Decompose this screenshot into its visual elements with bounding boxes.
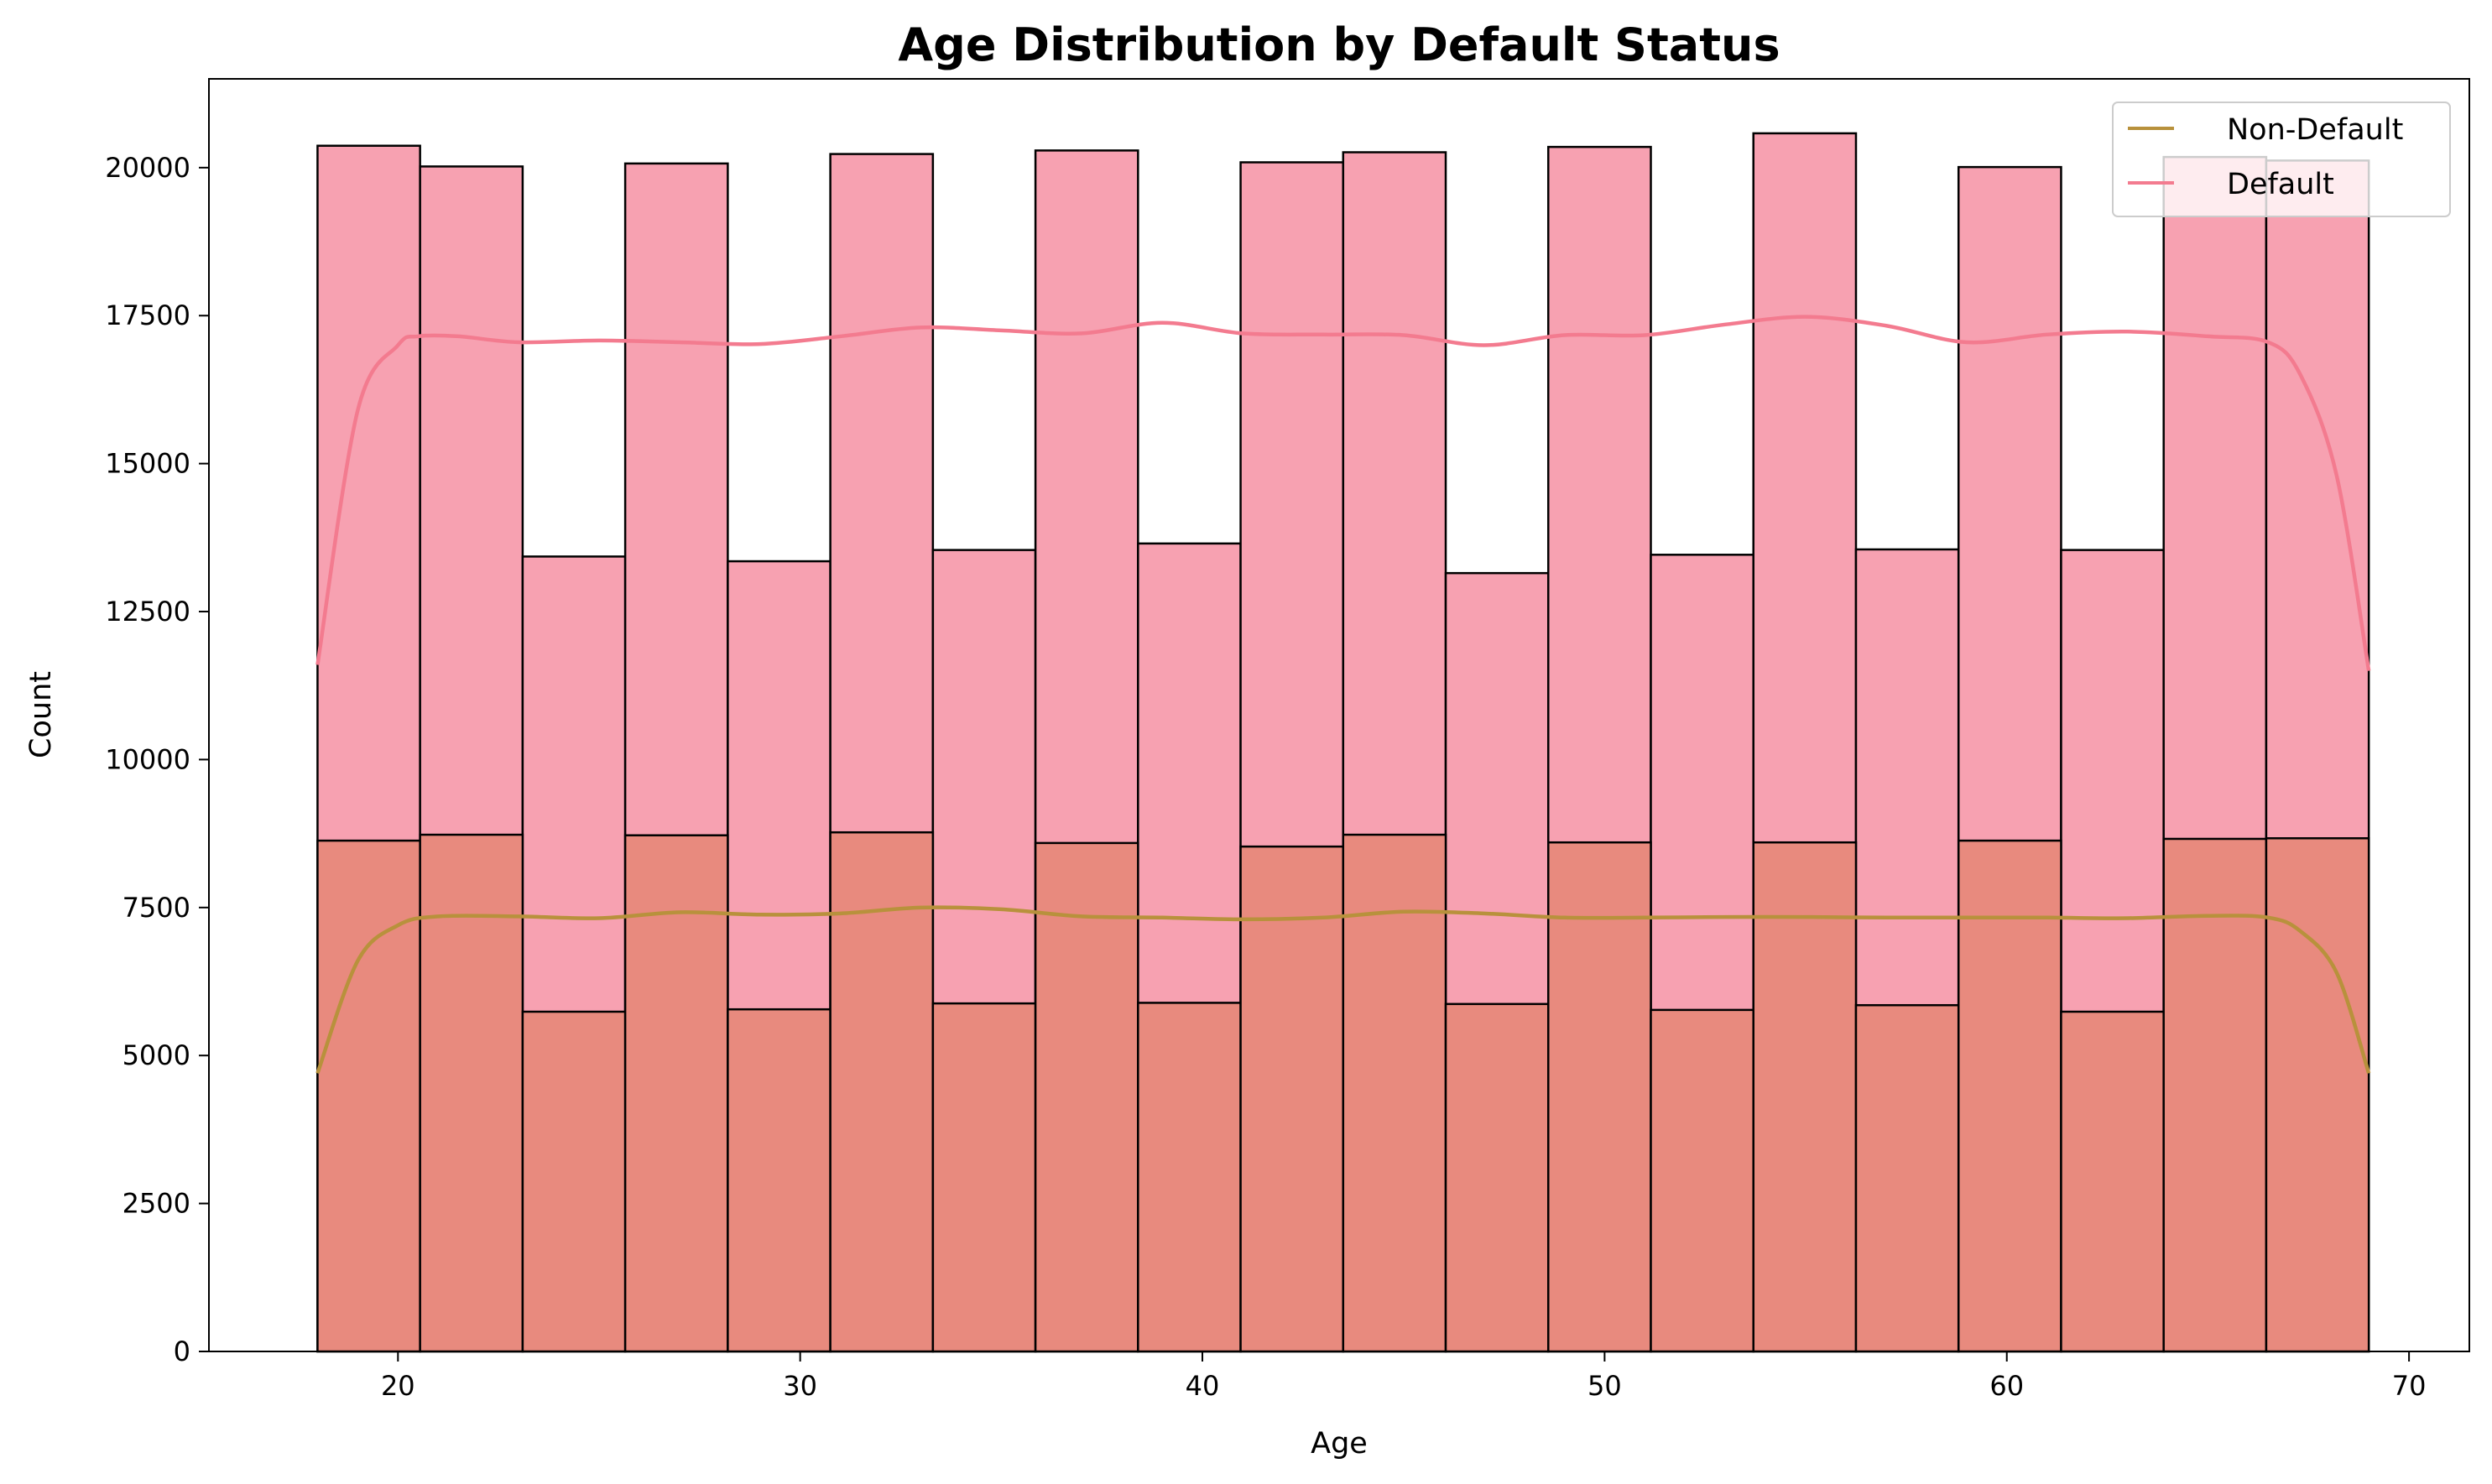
x-axis: 20 30 40 50 60 70: [381, 1351, 2427, 1402]
bar-non-default-11: [1444, 1002, 1550, 1353]
bar-non-default-1: [419, 833, 524, 1353]
x-tick-label: 60: [1989, 1370, 2024, 1402]
y-axis-label: Count: [24, 671, 58, 758]
x-tick-label: 20: [381, 1370, 415, 1402]
kde-line-non-default: [315, 905, 2371, 1075]
x-tick-label: 30: [783, 1370, 817, 1402]
bar-non-default-19: [2265, 837, 2370, 1353]
x-tick-label: 40: [1186, 1370, 1220, 1402]
bar-non-default-0: [316, 839, 421, 1353]
y-tick-label: 2500: [123, 1188, 190, 1220]
legend-label-default: Default: [2227, 168, 2334, 201]
bars-layer: [316, 132, 2370, 1353]
y-tick-label: 20000: [105, 152, 190, 184]
kde-line-default: [315, 315, 2371, 671]
x-tick-label: 70: [2392, 1370, 2427, 1402]
bar-non-default-10: [1342, 833, 1447, 1353]
y-tick-label: 10000: [105, 743, 190, 775]
y-tick-label: 17500: [105, 299, 190, 331]
bar-non-default-3: [623, 834, 729, 1353]
y-tick-label: 15000: [105, 448, 190, 480]
bar-non-default-13: [1650, 1008, 1754, 1353]
bar-non-default-18: [2162, 837, 2268, 1353]
kde-layer: [315, 315, 2371, 1075]
y-axis: 0 2500 5000 7500 10000 12500 15000 17500 20000: [105, 152, 209, 1367]
bar-non-default-7: [1034, 841, 1139, 1353]
bar-non-default-14: [1752, 841, 1858, 1353]
bar-non-default-2: [521, 1010, 627, 1353]
y-tick-label: 5000: [123, 1039, 190, 1071]
x-axis-label: Age: [1311, 1427, 1368, 1461]
bar-non-default-8: [1137, 1002, 1242, 1353]
y-tick-label: 7500: [123, 892, 190, 924]
bar-non-default-15: [1854, 1003, 1960, 1353]
y-tick-label: 0: [174, 1336, 190, 1367]
bar-non-default-9: [1239, 845, 1345, 1353]
bar-non-default-6: [931, 1002, 1037, 1353]
chart-title: Age Distribution by Default Status: [898, 18, 1780, 71]
legend-box: [2112, 102, 2451, 217]
legend-label-non-default: Non-Default: [2227, 113, 2403, 147]
bar-non-default-17: [2060, 1010, 2165, 1353]
legend: Non-Default Default: [2112, 102, 2451, 217]
plot-frame: [208, 78, 2470, 1352]
bar-non-default-5: [829, 831, 935, 1353]
bar-non-default-4: [727, 1008, 832, 1353]
y-tick-label: 12500: [105, 596, 190, 627]
x-tick-label: 50: [1587, 1370, 1622, 1402]
